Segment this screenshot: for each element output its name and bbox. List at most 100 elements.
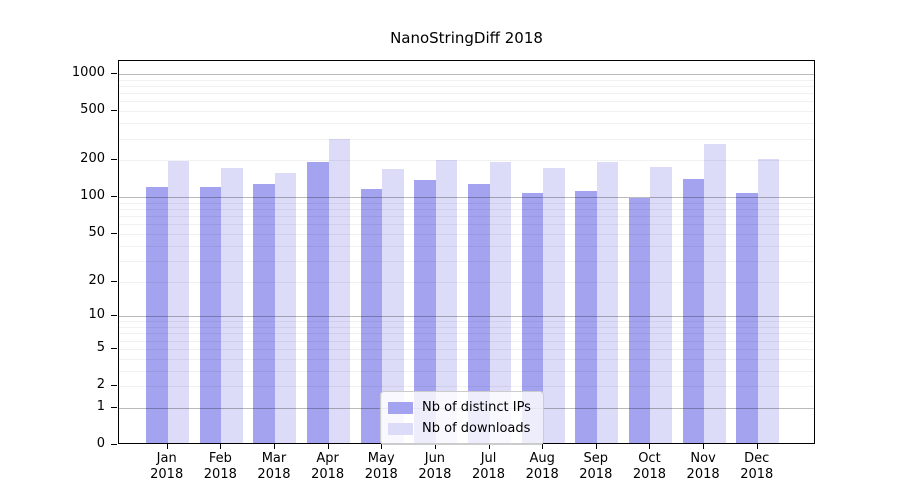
y-tick-label: 5 [96,339,105,355]
gridline-minor [119,79,814,81]
y-tick-mark [111,347,117,349]
y-tick-label: 200 [80,151,105,167]
gridline-minor [119,233,814,235]
y-tick-mark [111,280,117,282]
gridline-minor [119,111,814,113]
gridline-minor [119,209,814,211]
y-tick-label: 100 [80,188,105,204]
x-tick-label: Nov 2018 [671,451,735,483]
x-tick-month: Feb [208,451,232,466]
y-tick-mark [111,406,117,408]
bar-distinct-ips [253,184,275,443]
bar-distinct-ips [628,197,651,443]
gridline-minor [119,327,814,328]
gridline-minor [119,160,814,162]
bar-downloads [382,169,404,443]
bar-downloads [167,161,190,443]
bar-downloads [757,159,780,443]
y-tick-label: 20 [88,272,105,288]
gridline-major [119,73,814,75]
y-tick-mark [111,72,117,74]
y-tick-label: 0 [96,436,105,451]
y-tick-mark [111,385,117,386]
bar-distinct-ips [360,189,383,443]
x-tick-year: 2018 [686,467,720,482]
y-tick-mark [111,159,117,161]
x-tick-mark [649,444,651,449]
x-tick-mark [381,444,383,449]
x-tick-year: 2018 [257,467,291,482]
x-tick-mark [273,444,275,449]
x-tick-label: Feb 2018 [188,451,252,483]
y-tick-mark [111,232,117,234]
legend-label: Nb of distinct IPs [422,400,531,415]
x-tick-mark [595,444,597,449]
gridline-major [119,316,814,318]
gridline-minor [119,138,814,140]
x-tick-mark [166,444,168,449]
x-tick-label: May 2018 [349,451,413,483]
bar-downloads [543,168,565,443]
gridline-minor [119,123,814,125]
legend-label: Nb of downloads [422,421,531,436]
gridline-minor [119,216,814,218]
gridline-minor [119,202,814,204]
gridline-minor [119,386,814,387]
gridline-minor [119,321,814,323]
bar-downloads [221,168,243,443]
x-tick-month: Sep [583,451,609,466]
x-tick-label: Oct 2018 [617,451,681,483]
gridline-minor [119,358,814,360]
legend-item: Nb of distinct IPs [388,397,531,418]
y-tick-mark [111,444,117,445]
gridline-minor [119,224,814,226]
x-tick-year: 2018 [632,467,666,482]
x-tick-label: Sep 2018 [564,451,628,483]
gridline-minor [119,340,814,342]
x-tick-year: 2018 [471,467,506,482]
bar-distinct-ips [414,180,436,443]
gridline-minor [119,101,814,103]
gridline-minor [119,348,814,350]
bar-downloads [435,160,458,443]
x-tick-month: Mar [261,451,287,466]
plot-area: Nb of distinct IPs Nb of downloads [118,60,815,445]
bar-downloads [704,144,726,443]
x-tick-mark [542,444,544,449]
gridline-minor [119,85,814,87]
y-tick-label: 1 [96,398,105,414]
x-tick-year: 2018 [579,467,613,482]
bar-distinct-ips [199,186,222,443]
x-tick-mark [488,444,490,449]
x-tick-label: Jul 2018 [457,451,521,483]
y-tick-label: 10 [88,307,105,323]
bar-distinct-ips [307,161,329,443]
gridline-minor [119,370,814,372]
x-tick-label: Aug 2018 [510,451,574,483]
legend-swatch-downloads [388,422,413,435]
gridline-minor [119,260,814,262]
x-tick-month: May [367,451,395,466]
y-tick-mark [111,315,117,317]
y-tick-label: 1000 [71,64,105,80]
x-tick-year: 2018 [364,467,398,482]
bar-distinct-ips [736,193,758,443]
x-tick-month: Apr [316,451,339,466]
x-tick-month: Oct [638,451,661,466]
x-tick-year: 2018 [418,467,452,482]
x-tick-year: 2018 [203,467,237,482]
x-tick-label: Jan 2018 [135,451,199,483]
bar-downloads [650,166,672,443]
gridline-minor [119,281,814,283]
y-tick-label: 2 [96,377,105,392]
x-tick-label: Dec 2018 [725,451,789,483]
legend-swatch-distinct-ips [388,401,413,414]
x-tick-month: Aug [529,451,555,466]
x-tick-mark [756,444,758,449]
x-tick-month: Jun [424,451,446,466]
x-tick-label: Jun 2018 [403,451,467,483]
bar-distinct-ips [682,179,705,443]
bar-distinct-ips [468,184,490,443]
x-tick-mark [220,444,222,449]
x-tick-month: Dec [744,451,770,466]
